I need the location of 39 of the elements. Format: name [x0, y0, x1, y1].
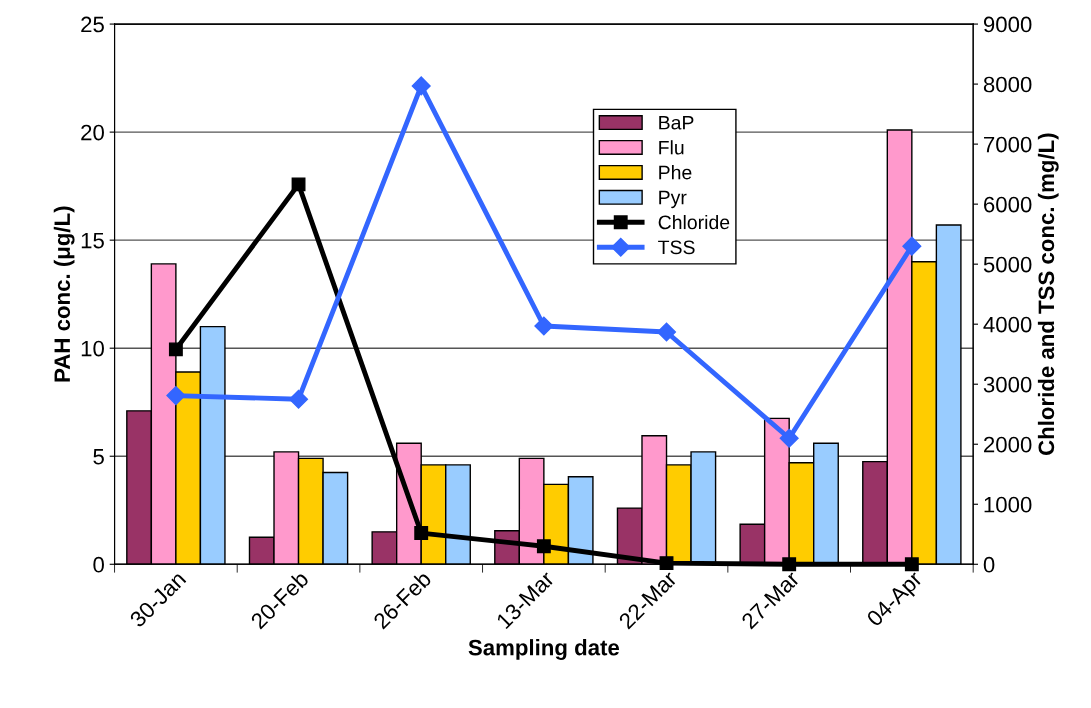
y2-tick-label: 3000 — [983, 376, 1032, 393]
y-tick-label: 15 — [81, 232, 104, 249]
point — [411, 76, 431, 96]
point — [656, 322, 677, 342]
y-axis-title: PAH conc. (μg/L) — [53, 206, 75, 382]
y2-tick-label: 6000 — [984, 196, 1032, 213]
y2-tick-label: 7000 — [984, 136, 1032, 153]
y2-tick-label: 1000 — [984, 496, 1032, 513]
legend-label: Pyr — [659, 190, 687, 209]
point — [902, 236, 922, 256]
y-tick-label: 25 — [81, 16, 104, 33]
legend-label: BaP — [659, 115, 694, 130]
point — [782, 557, 797, 572]
point — [166, 386, 186, 406]
y2-tick-label: 2000 — [984, 436, 1032, 453]
y2-axis-title: Chloride and TSS conc. (mg/L) — [1037, 133, 1059, 455]
y-tick-label: 10 — [81, 340, 104, 357]
point — [291, 177, 306, 192]
y-tick-label: 5 — [93, 449, 104, 465]
point — [659, 556, 674, 571]
y-tick-label: 20 — [81, 124, 104, 141]
y2-tick-label: 8000 — [983, 76, 1032, 93]
x-axis-title: Sampling date — [468, 639, 620, 660]
y2-tick-label: 0 — [983, 556, 995, 573]
y2-tick-label: 5000 — [983, 256, 1032, 273]
point — [779, 428, 799, 448]
point — [168, 342, 183, 357]
point — [534, 316, 554, 336]
point — [414, 526, 429, 541]
point — [904, 557, 919, 572]
y2-tick-label: 4000 — [983, 316, 1032, 333]
legend-label: Chloride — [658, 214, 730, 230]
y2-tick-label: 9000 — [983, 16, 1032, 33]
legend-label: TSS — [658, 240, 695, 255]
y-tick-label: 0 — [93, 556, 104, 573]
point — [536, 539, 551, 554]
legend-label: Phe — [659, 165, 692, 180]
legend-label: Flu — [659, 140, 684, 155]
point — [289, 389, 309, 409]
